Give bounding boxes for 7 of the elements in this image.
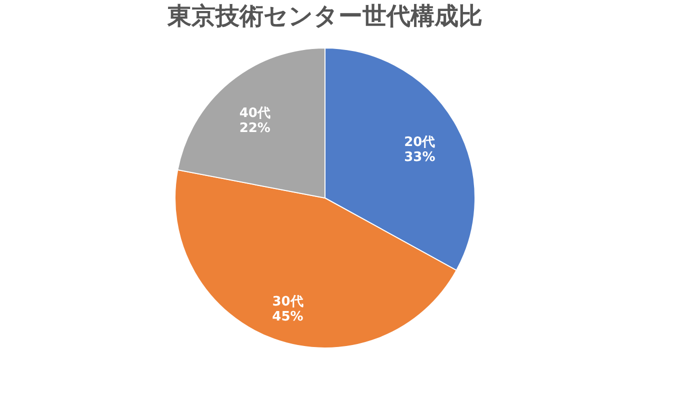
data-label: 45% [272, 309, 304, 324]
data-label: 33% [404, 150, 436, 166]
slice-label: 20代 [404, 135, 436, 150]
slice-label: 40代 [239, 106, 270, 122]
data-label: 22% [239, 121, 270, 136]
slice-label: 30代 [272, 294, 304, 310]
chart-title: 東京技術センター世代構成比 [166, 2, 482, 30]
